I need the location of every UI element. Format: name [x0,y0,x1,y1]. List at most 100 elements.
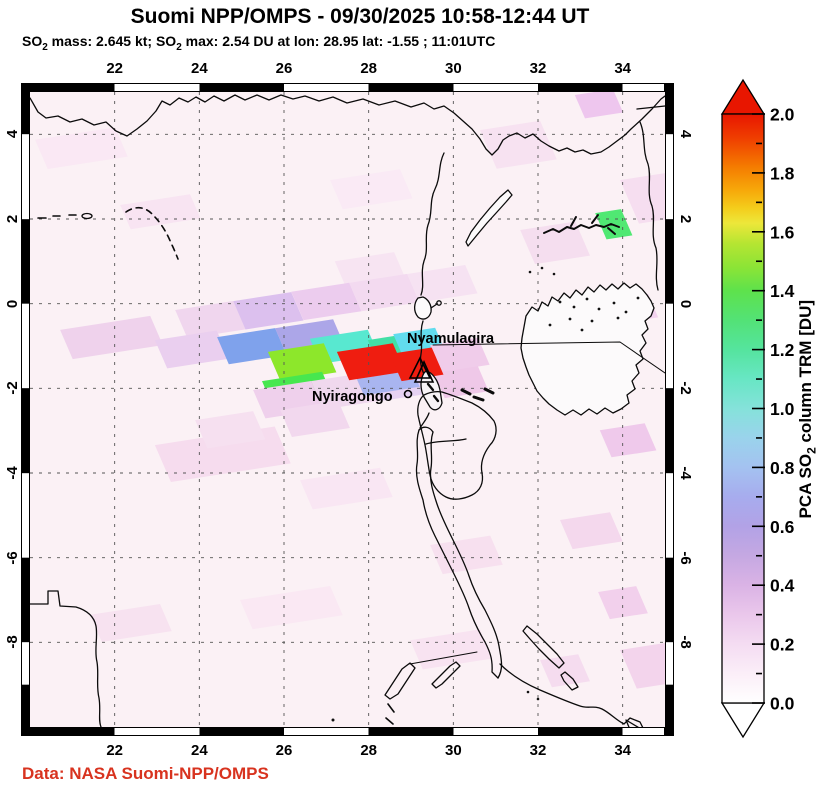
so2-cell [598,586,648,620]
axis-tick-label: -6 [677,550,694,565]
colorbar-tick-value: 1.4 [770,281,795,301]
so2-cell [430,337,490,373]
colorbar-over-arrow-icon [720,78,766,115]
so2-summary-line: SO2 mass: 2.645 kt; SO2 max: 2.54 DU at … [22,33,496,53]
axis-tick-label: 30 [444,60,462,77]
congo-river-arc [125,206,179,260]
lake-george [436,300,442,306]
so2-cell [620,173,665,224]
so2-cell [35,127,128,169]
axis-tick-label: -2 [4,381,21,395]
lake-tanganyika-west-shore [415,429,499,679]
colorbar-tick-value: 0.4 [770,576,795,596]
axis-tick-label: -4 [677,466,694,480]
colorbar: 2.0 1.8 1.6 1.4 1.2 1.0 0.8 0.6 0.4 0.2 0.0 [720,78,795,739]
so2-cell [233,292,304,330]
volcano-annotations: Nyamulagira Nyiragongo [312,331,495,405]
so2-cell [407,265,478,303]
lake-rukwa [522,625,565,669]
mweru-south-marks [385,703,395,725]
colorbar-tick-value: 1.0 [770,399,795,419]
axis-tick-label: 22 [106,60,123,77]
axis-tick-label: 4 [4,130,21,139]
axis-tick-label: 22 [106,742,123,759]
lake-tanganyika-north-cap [418,426,434,433]
tanzania-border-lat1 [432,341,665,374]
map-frame-left [21,83,30,736]
so2-cell [336,343,406,381]
so2-label: SO [22,33,43,49]
so2-cell [175,301,246,339]
map-frame-right [665,83,674,736]
axis-tick-label: -8 [677,635,694,649]
axis-tick-label: 32 [529,742,547,759]
so2-cell [154,330,229,369]
axis-tick-label: -8 [4,635,21,649]
axis-tick-label: 0 [4,299,21,308]
lake-kyoga [543,214,620,235]
so2-subscript: 2 [42,41,48,53]
colorbar-tick-value: 2.0 [770,105,795,125]
lake-mweru-wantipa [431,661,461,689]
so2-cell [280,400,350,437]
so2-cell [574,92,624,119]
kivu-shore-marks [426,382,440,403]
axis-tick-label: 34 [614,60,631,77]
geography [30,94,665,727]
colorbar-tick-value: 0.2 [770,635,795,655]
border-kivu-to-tanganyika [419,412,430,429]
angola-border-coast [30,590,102,727]
colorbar-under-arrow-icon [720,702,766,739]
nyiragongo-circle-icon [403,389,413,399]
lake-victoria [520,282,655,416]
so2-cell [300,467,393,510]
axis-tick-label: 34 [614,742,631,759]
page-title: Suomi NPP/OMPS - 09/30/2025 10:58-12:44 … [130,5,590,28]
axis-tick-label: 24 [190,60,208,77]
nyiragongo-triangle-icon [413,360,435,383]
congo-river-islands [37,214,77,219]
so2-cell [195,411,266,449]
rwanda-burundi-border [425,438,467,445]
axis-tick-label: 0 [677,299,694,308]
zambia-border-line [409,651,478,665]
map-svg: Nyamulagira Nyiragongo [30,92,665,727]
map-frame-top [21,83,674,92]
colorbar-tick-value: 1.2 [770,340,795,360]
colorbar-tick-value: 0.6 [770,517,795,537]
axis-tick-label: 26 [275,60,293,77]
so2-cell [90,604,172,642]
volcano-label-nyamulagira: Nyamulagira [407,331,495,347]
map-area: Nyamulagira Nyiragongo [30,92,665,727]
so2-cell [267,343,337,382]
so2-cells [35,92,665,689]
so2-cell [120,194,201,230]
uganda-west-border [420,152,445,296]
so2-cell [240,586,343,630]
small-lakes-rwanda [460,387,495,402]
nyamulagira-triangle-icon [408,356,432,379]
axis-tick-label: 2 [677,214,694,224]
axis-tick-label: -4 [4,466,21,480]
so2-cell [620,643,665,689]
axis-tick-label: 26 [275,742,293,759]
se-coastline [499,663,644,727]
uganda-east-border [639,121,659,291]
so2-cell [291,282,362,321]
lake-mweru [384,662,416,700]
colorbar-ticks [752,113,765,704]
gridlines [30,92,665,727]
lake-rukwa-south [560,671,579,691]
colorbar-tick-labels: 2.0 1.8 1.6 1.4 1.2 1.0 0.8 0.6 0.4 0.2 0.0 [770,105,795,714]
so2-cell [599,423,657,458]
axis-tick-label: 24 [190,742,208,759]
colorbar-tick-value: 1.8 [770,163,795,183]
so2-cell [60,315,163,360]
axis-tick-label: 32 [529,60,547,77]
victoria-islands [331,266,640,722]
lake-tanganyika-east-shore [429,431,503,679]
lake-albert [465,189,513,247]
axis-tick-label: 30 [444,742,462,759]
data-credit: Data: NASA Suomi-NPP/OMPS [22,764,269,783]
